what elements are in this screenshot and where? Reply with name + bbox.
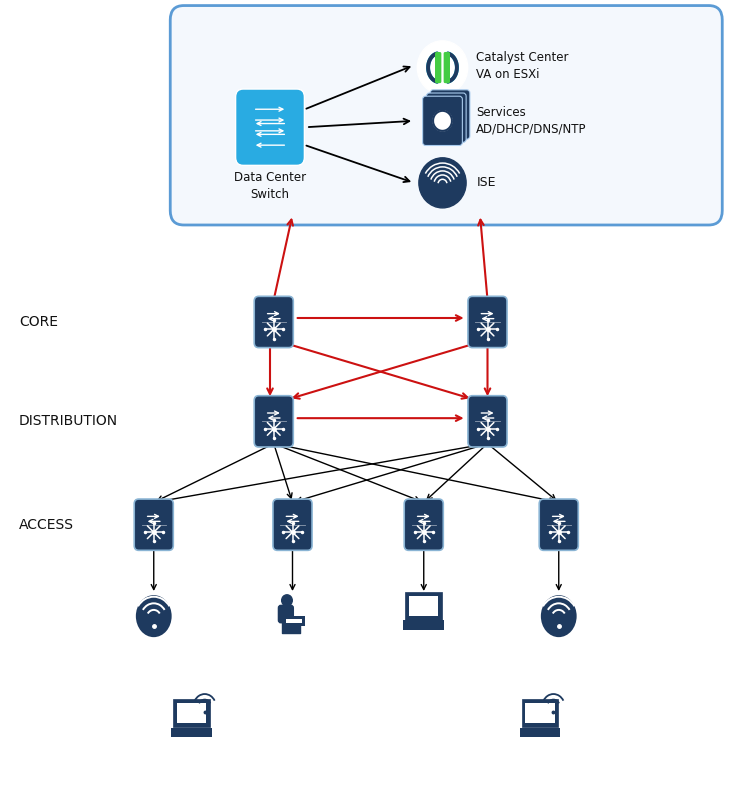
FancyBboxPatch shape bbox=[468, 396, 507, 447]
FancyBboxPatch shape bbox=[176, 704, 206, 723]
FancyBboxPatch shape bbox=[430, 90, 470, 139]
FancyBboxPatch shape bbox=[254, 297, 293, 347]
FancyBboxPatch shape bbox=[423, 96, 462, 145]
FancyBboxPatch shape bbox=[254, 396, 293, 447]
Circle shape bbox=[419, 157, 466, 208]
Circle shape bbox=[417, 41, 468, 95]
FancyBboxPatch shape bbox=[286, 619, 302, 623]
FancyBboxPatch shape bbox=[444, 52, 450, 83]
FancyBboxPatch shape bbox=[521, 700, 559, 727]
Text: ACCESS: ACCESS bbox=[19, 518, 74, 532]
FancyBboxPatch shape bbox=[426, 93, 466, 142]
FancyBboxPatch shape bbox=[404, 620, 444, 630]
Circle shape bbox=[433, 111, 452, 131]
Text: Data Center
Switch: Data Center Switch bbox=[234, 171, 306, 201]
FancyBboxPatch shape bbox=[520, 727, 560, 737]
FancyBboxPatch shape bbox=[404, 499, 443, 550]
Text: Catalyst Center
VA on ESXi: Catalyst Center VA on ESXi bbox=[476, 51, 568, 81]
Text: ISE: ISE bbox=[476, 176, 496, 189]
FancyBboxPatch shape bbox=[284, 616, 305, 626]
Ellipse shape bbox=[541, 595, 577, 637]
Circle shape bbox=[282, 595, 292, 606]
FancyBboxPatch shape bbox=[468, 297, 507, 347]
FancyBboxPatch shape bbox=[172, 700, 210, 727]
Text: Services
AD/DHCP/DNS/NTP: Services AD/DHCP/DNS/NTP bbox=[476, 106, 586, 136]
FancyBboxPatch shape bbox=[525, 704, 555, 723]
FancyBboxPatch shape bbox=[409, 596, 439, 615]
FancyBboxPatch shape bbox=[134, 499, 173, 550]
FancyBboxPatch shape bbox=[171, 727, 211, 737]
FancyBboxPatch shape bbox=[236, 89, 304, 165]
FancyBboxPatch shape bbox=[435, 52, 441, 83]
FancyBboxPatch shape bbox=[278, 605, 294, 623]
Text: CORE: CORE bbox=[19, 315, 58, 329]
Text: DISTRIBUTION: DISTRIBUTION bbox=[19, 414, 118, 429]
FancyBboxPatch shape bbox=[405, 592, 442, 619]
FancyBboxPatch shape bbox=[273, 499, 312, 550]
FancyBboxPatch shape bbox=[170, 6, 722, 225]
Ellipse shape bbox=[136, 595, 172, 637]
FancyBboxPatch shape bbox=[539, 499, 578, 550]
